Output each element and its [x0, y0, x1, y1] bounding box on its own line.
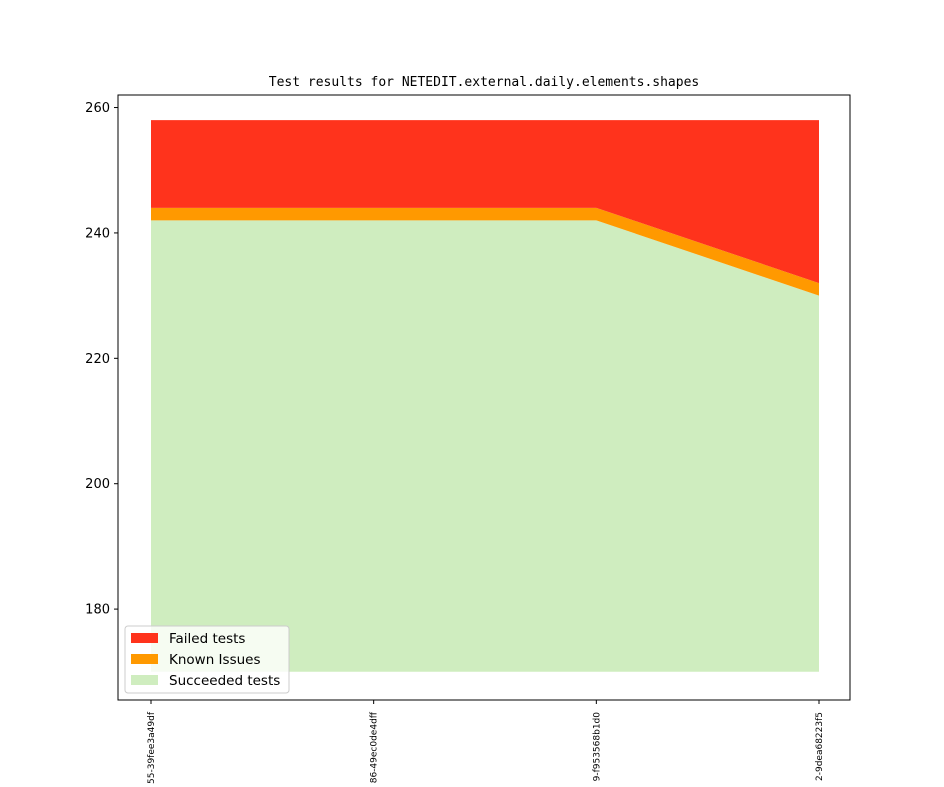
y-tick-label: 200 [85, 477, 110, 492]
area-layers [151, 120, 819, 672]
y-axis: 180 200 220 240 260 [85, 101, 118, 618]
y-tick-label: 180 [85, 603, 110, 618]
y-tick-label: 240 [85, 226, 110, 241]
legend-swatch-failed-tests [131, 633, 158, 643]
area-known-issues [151, 207, 819, 296]
legend-label-known-issues: Known Issues [169, 652, 261, 668]
x-axis: 55-39fee3a49df 86-49ec0de4dff 9-f953568b1d… [147, 700, 825, 784]
legend-swatch-succeeded-tests [131, 675, 158, 685]
legend-box [124, 625, 290, 694]
legend-swatch-known-issues [131, 654, 158, 664]
legend-label-failed-tests: Failed tests [169, 631, 245, 647]
area-failed-tests [151, 120, 819, 284]
area-succeeded-tests [151, 220, 819, 672]
plot-frame [117, 94, 851, 701]
legend: Failed tests Known Issues Succeeded tests [124, 625, 290, 694]
x-tick-label: 2-9dea68223f5 [815, 712, 825, 781]
y-tick-label: 260 [85, 101, 110, 116]
x-tick-label: 9-f953568b1d0 [592, 712, 602, 782]
x-tick-label: 86-49ec0de4dff [370, 711, 380, 783]
x-tick-label: 55-39fee3a49df [147, 711, 157, 784]
y-tick-label: 220 [85, 352, 110, 367]
legend-label-succeeded-tests: Succeeded tests [169, 673, 280, 689]
chart-title: Test results for NETEDIT.external.daily.… [269, 75, 699, 90]
